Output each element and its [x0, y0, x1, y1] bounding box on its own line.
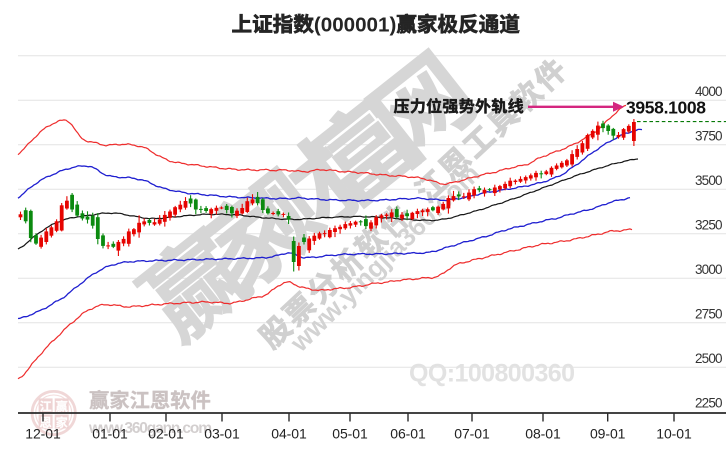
- svg-text:02-01: 02-01: [148, 426, 184, 442]
- svg-text:2250: 2250: [695, 396, 723, 411]
- svg-text:12-01: 12-01: [25, 426, 61, 442]
- svg-text:05-01: 05-01: [332, 426, 368, 442]
- svg-text:3500: 3500: [695, 173, 723, 188]
- svg-text:10-01: 10-01: [656, 426, 692, 442]
- svg-text:03-01: 03-01: [204, 426, 240, 442]
- svg-text:2500: 2500: [695, 351, 723, 366]
- svg-text:09-01: 09-01: [590, 426, 626, 442]
- svg-text:2750: 2750: [695, 307, 723, 322]
- svg-text:3958.1008: 3958.1008: [626, 98, 706, 118]
- svg-text:08-01: 08-01: [525, 426, 561, 442]
- svg-text:4000: 4000: [695, 84, 723, 99]
- svg-text:01-01: 01-01: [92, 426, 128, 442]
- svg-text:06-01: 06-01: [390, 426, 426, 442]
- svg-text:www.360gann.com: www.360gann.com: [88, 420, 212, 437]
- svg-text:07-01: 07-01: [454, 426, 490, 442]
- svg-text:3000: 3000: [695, 262, 723, 277]
- svg-text:QQ:100800360: QQ:100800360: [409, 360, 575, 388]
- svg-text:3750: 3750: [695, 129, 723, 144]
- svg-text:04-01: 04-01: [271, 426, 307, 442]
- svg-text:(000001): (000001): [314, 14, 396, 37]
- svg-text:3250: 3250: [695, 218, 723, 233]
